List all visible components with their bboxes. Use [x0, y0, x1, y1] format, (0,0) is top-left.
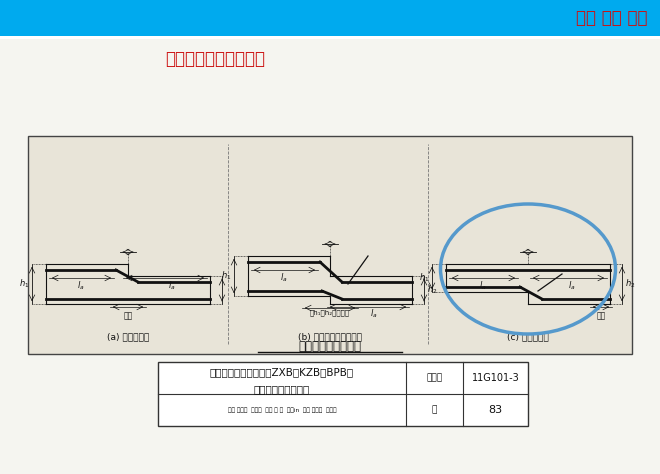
Text: $l_a$: $l_a$ [370, 308, 378, 320]
Text: 变截面部位钢筋构造: 变截面部位钢筋构造 [298, 340, 362, 354]
Bar [0, 36, 660, 39]
Text: 变截面部位钢筋构造: 变截面部位钢筋构造 [254, 384, 310, 394]
Text: (b) 板顶、板底均有高差: (b) 板顶、板底均有高差 [298, 332, 362, 341]
Text: $h_1$: $h_1$ [418, 272, 429, 284]
Text: $h_1$: $h_1$ [18, 278, 29, 290]
Text: $l_a$: $l_a$ [77, 279, 84, 292]
Text: 11G101-3: 11G101-3 [472, 373, 519, 383]
Text: 页: 页 [432, 405, 437, 414]
Text: $h_1$: $h_1$ [220, 270, 231, 282]
Text: $h_2$: $h_2$ [427, 284, 438, 296]
Text: 明势 融合 笃行: 明势 融合 笃行 [576, 9, 648, 27]
Text: $l_a$: $l_a$ [479, 279, 487, 292]
Text: $l_a$: $l_a$ [280, 271, 288, 283]
Text: $h_2$: $h_2$ [625, 278, 636, 290]
Bar [158, 362, 528, 426]
Text: 基层: 基层 [123, 311, 133, 320]
Text: (c) 板底有高差: (c) 板底有高差 [507, 332, 549, 341]
Text: 取h₁与h₂中较大者: 取h₁与h₂中较大者 [310, 309, 350, 316]
Text: $l_a$: $l_a$ [168, 279, 176, 292]
Text: 图集对于该问题的规定: 图集对于该问题的规定 [165, 50, 265, 68]
Text: (a) 板顶有高差: (a) 板顶有高差 [107, 332, 149, 341]
Text: 平板式筏形基础平板（ZXB、KZB、BPB）: 平板式筏形基础平板（ZXB、KZB、BPB） [210, 367, 354, 377]
Text: 图集号: 图集号 [426, 374, 443, 383]
Bar [28, 136, 632, 354]
Text: 83: 83 [488, 405, 502, 415]
Text: $l_a$: $l_a$ [568, 279, 576, 292]
Text: 审核 尤天直  高义宝  校对 单 磊  华忠in  设计 何惠明  伍章明: 审核 尤天直 高义宝 校对 单 磊 华忠in 设计 何惠明 伍章明 [228, 407, 336, 413]
Bar [0, 0, 660, 36]
Text: 基层: 基层 [597, 311, 606, 320]
